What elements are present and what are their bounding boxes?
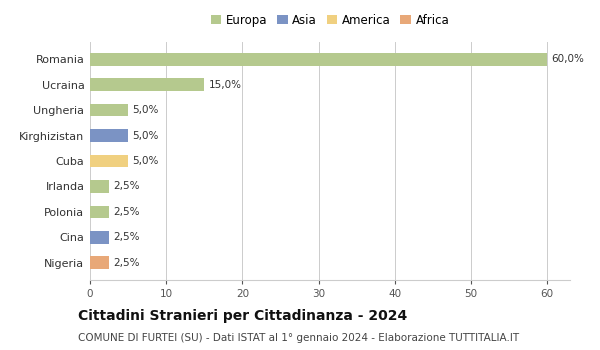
Bar [90,205,109,218]
Bar [90,104,128,117]
Text: 2,5%: 2,5% [113,258,140,268]
Bar [90,129,128,142]
Bar [90,180,109,193]
Text: 2,5%: 2,5% [113,232,140,242]
Text: Cittadini Stranieri per Cittadinanza - 2024: Cittadini Stranieri per Cittadinanza - 2… [78,309,407,323]
Text: 5,0%: 5,0% [133,131,159,141]
Bar [90,53,547,65]
Text: 2,5%: 2,5% [113,207,140,217]
Text: 5,0%: 5,0% [133,105,159,115]
Text: 2,5%: 2,5% [113,181,140,191]
Bar [90,78,204,91]
Bar [90,231,109,244]
Text: COMUNE DI FURTEI (SU) - Dati ISTAT al 1° gennaio 2024 - Elaborazione TUTTITALIA.: COMUNE DI FURTEI (SU) - Dati ISTAT al 1°… [78,333,519,343]
Legend: Europa, Asia, America, Africa: Europa, Asia, America, Africa [206,9,454,32]
Text: 60,0%: 60,0% [552,54,584,64]
Text: 15,0%: 15,0% [209,80,242,90]
Text: 5,0%: 5,0% [133,156,159,166]
Bar [90,155,128,167]
Bar [90,257,109,269]
